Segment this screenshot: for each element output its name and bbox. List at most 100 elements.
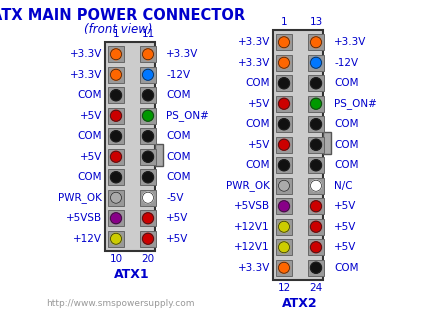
Circle shape — [279, 119, 290, 130]
Circle shape — [110, 69, 122, 80]
Bar — [308, 157, 324, 173]
Text: 11: 11 — [141, 29, 155, 39]
Bar — [308, 75, 324, 91]
Bar — [276, 34, 292, 50]
Bar — [140, 190, 156, 206]
Circle shape — [110, 151, 122, 162]
Bar — [108, 128, 124, 144]
Bar — [155, 144, 163, 166]
Circle shape — [143, 131, 153, 142]
Text: COM: COM — [334, 119, 358, 129]
Bar — [308, 34, 324, 50]
Text: COM: COM — [166, 131, 191, 141]
Text: +5VSB: +5VSB — [66, 213, 102, 223]
Text: ATX MAIN POWER CONNECTOR: ATX MAIN POWER CONNECTOR — [0, 8, 245, 23]
Bar — [308, 116, 324, 132]
Circle shape — [279, 201, 290, 212]
Bar — [276, 96, 292, 112]
Text: -5V: -5V — [166, 193, 184, 203]
Text: PS_ON#: PS_ON# — [166, 110, 209, 121]
Bar — [108, 210, 124, 226]
Text: +3.3V: +3.3V — [238, 58, 270, 68]
Circle shape — [110, 90, 122, 101]
Circle shape — [310, 262, 321, 273]
Bar — [108, 190, 124, 206]
Text: 1: 1 — [112, 29, 119, 39]
Circle shape — [143, 151, 153, 162]
Bar — [308, 198, 324, 214]
Circle shape — [310, 78, 321, 89]
Circle shape — [279, 78, 290, 89]
Bar — [108, 231, 124, 247]
Circle shape — [310, 242, 321, 253]
Text: +12V1: +12V1 — [235, 242, 270, 252]
Bar — [140, 67, 156, 83]
Bar — [308, 219, 324, 235]
Text: +3.3V: +3.3V — [70, 49, 102, 59]
Text: COM: COM — [166, 90, 191, 100]
Circle shape — [279, 139, 290, 150]
Circle shape — [279, 242, 290, 253]
Circle shape — [143, 233, 153, 244]
Bar — [308, 137, 324, 153]
Circle shape — [110, 192, 122, 203]
Bar — [108, 87, 124, 103]
Circle shape — [143, 110, 153, 121]
Circle shape — [310, 201, 321, 212]
Circle shape — [279, 98, 290, 109]
Text: +5V: +5V — [248, 140, 270, 150]
Text: +5V: +5V — [334, 222, 356, 232]
Text: COM: COM — [78, 90, 102, 100]
Bar — [276, 75, 292, 91]
Bar — [140, 128, 156, 144]
Text: 12: 12 — [277, 283, 291, 293]
Text: +3.3V: +3.3V — [166, 49, 198, 59]
Text: PWR_OK: PWR_OK — [58, 192, 102, 203]
Circle shape — [279, 57, 290, 68]
Text: +3.3V: +3.3V — [238, 37, 270, 47]
Circle shape — [310, 37, 321, 48]
Text: +3.3V: +3.3V — [238, 263, 270, 273]
Text: +12V1: +12V1 — [235, 222, 270, 232]
Bar — [276, 260, 292, 276]
Bar — [108, 149, 124, 165]
Circle shape — [279, 221, 290, 232]
Circle shape — [110, 233, 122, 244]
Text: COM: COM — [78, 131, 102, 141]
Text: +5V: +5V — [248, 99, 270, 109]
Text: -12V: -12V — [334, 58, 358, 68]
Text: COM: COM — [245, 78, 270, 88]
Bar — [276, 239, 292, 255]
Text: COM: COM — [245, 119, 270, 129]
Text: 24: 24 — [310, 283, 323, 293]
Text: COM: COM — [245, 160, 270, 170]
Circle shape — [110, 172, 122, 183]
Text: +12V: +12V — [73, 234, 102, 244]
Text: 20: 20 — [141, 254, 155, 264]
Bar — [308, 96, 324, 112]
Bar — [276, 157, 292, 173]
Bar — [308, 178, 324, 194]
Circle shape — [279, 180, 290, 191]
Bar — [308, 260, 324, 276]
Bar — [276, 198, 292, 214]
Circle shape — [143, 69, 153, 80]
Bar — [140, 231, 156, 247]
Text: +3.3V: +3.3V — [334, 37, 366, 47]
Circle shape — [310, 119, 321, 130]
Text: ATX1: ATX1 — [114, 268, 150, 281]
Text: N/C: N/C — [334, 181, 353, 191]
Text: COM: COM — [334, 160, 358, 170]
Text: +5V: +5V — [80, 111, 102, 121]
Text: -12V: -12V — [166, 70, 190, 80]
Circle shape — [279, 262, 290, 273]
Bar — [105, 42, 155, 251]
Text: (front view): (front view) — [84, 23, 152, 36]
Bar — [108, 169, 124, 185]
Text: COM: COM — [166, 152, 191, 162]
Text: +3.3V: +3.3V — [70, 70, 102, 80]
Circle shape — [279, 37, 290, 48]
Circle shape — [310, 160, 321, 171]
Text: +5V: +5V — [166, 234, 188, 244]
Bar — [276, 137, 292, 153]
